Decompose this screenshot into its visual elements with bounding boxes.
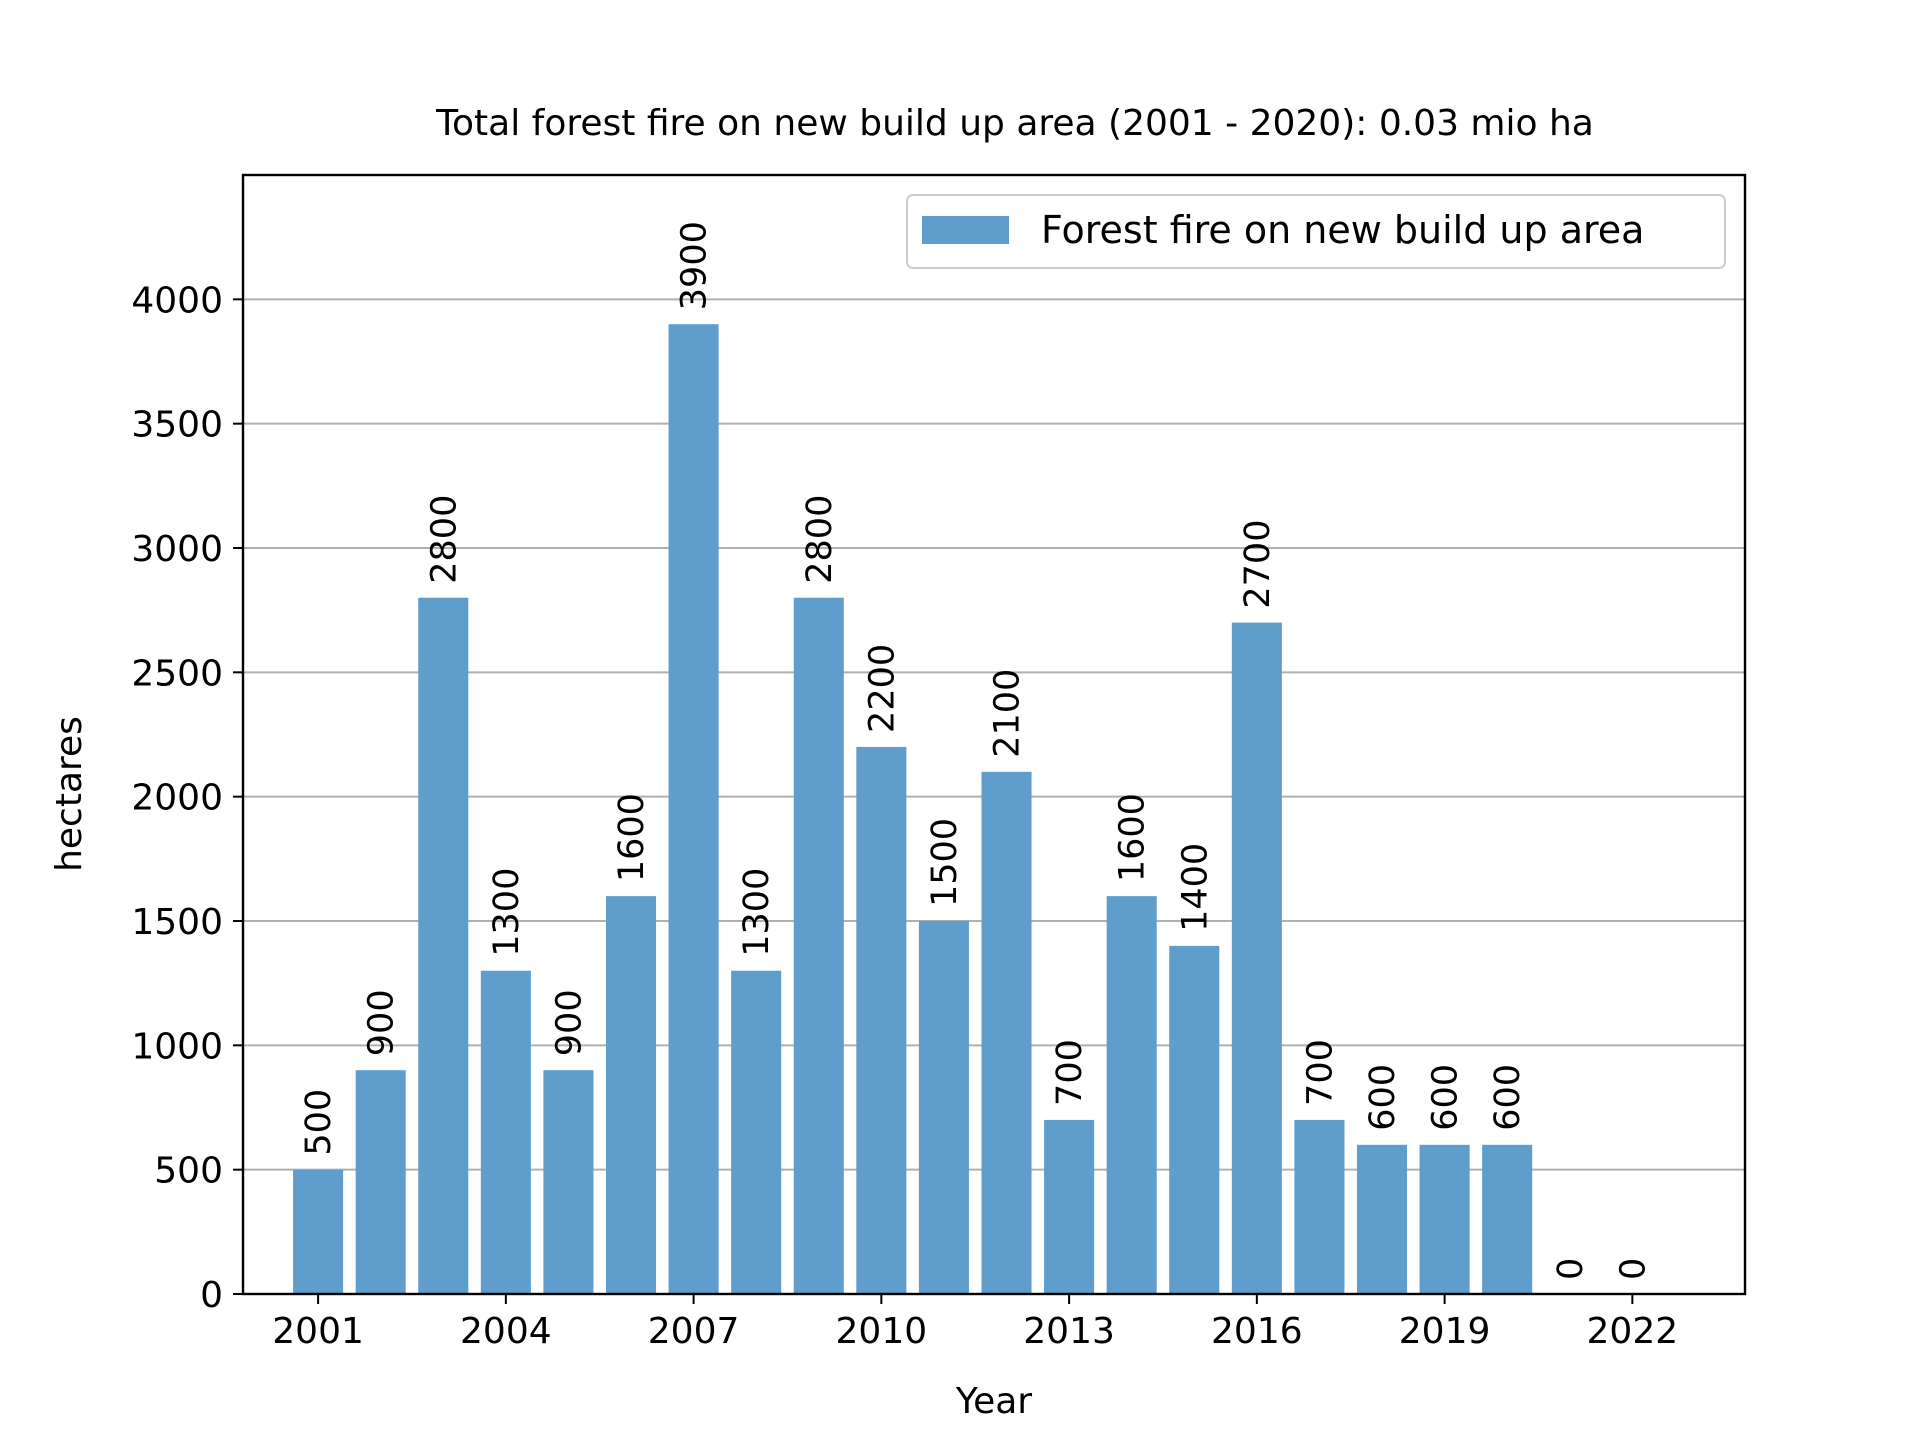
bar-value-label-2012: 2100 <box>988 669 1028 758</box>
x-tick-label-2019: 2019 <box>1399 1311 1491 1352</box>
x-tick-label-2022: 2022 <box>1587 1311 1679 1352</box>
bar-2003 <box>418 597 469 1294</box>
bar-value-label-2001: 500 <box>299 1089 339 1156</box>
y-tick-label-3500: 3500 <box>131 405 223 446</box>
x-tick-label-2007: 2007 <box>648 1311 740 1352</box>
bar-2020 <box>1482 1144 1533 1294</box>
x-tick-label-2004: 2004 <box>460 1311 552 1352</box>
legend: Forest fire on new build up area <box>906 194 1726 269</box>
x-axis-ticks: 2001 2004 2007 2010 2013 2016 2019 2022 <box>272 1294 1678 1352</box>
bar-value-label-2006: 1600 <box>612 793 652 882</box>
y-tick-label-1500: 1500 <box>131 902 223 943</box>
bar-2004 <box>480 970 531 1294</box>
bar-value-label-2010: 2200 <box>862 644 902 733</box>
bar-value-labels: 500 900 2800 1300 900 1600 3900 1300 2800 2200 150… <box>299 221 1653 1280</box>
bar-2007 <box>668 324 719 1294</box>
bar-2001 <box>293 1169 344 1294</box>
bar-2018 <box>1356 1144 1408 1294</box>
y-tick-label-500: 500 <box>154 1151 223 1192</box>
bar-2010 <box>856 746 907 1294</box>
y-tick-label-2500: 2500 <box>131 653 223 694</box>
x-tick-label-2016: 2016 <box>1211 1311 1303 1352</box>
bar-2012 <box>981 771 1032 1294</box>
x-axis-label: Year <box>955 1381 1032 1422</box>
bar-value-label-2008: 1300 <box>737 868 777 957</box>
bar-value-label-2017: 700 <box>1300 1039 1340 1106</box>
bar-value-label-2014: 1600 <box>1113 793 1153 882</box>
bar-value-label-2019: 600 <box>1426 1064 1466 1131</box>
bar-2009 <box>793 597 844 1294</box>
bar-value-label-2022: 0 <box>1613 1258 1653 1280</box>
bar-2015 <box>1169 945 1220 1294</box>
chart-title: Total forest fire on new build up area (… <box>435 103 1594 144</box>
x-tick-label-2001: 2001 <box>272 1311 364 1352</box>
bar-2019 <box>1419 1144 1470 1294</box>
bar-value-label-2005: 900 <box>549 989 589 1056</box>
y-axis-ticks: 0 500 1000 1500 2000 2500 3000 3500 4000 <box>131 280 243 1316</box>
bar-value-label-2003: 2800 <box>424 495 464 584</box>
bar-value-label-2018: 600 <box>1363 1064 1403 1131</box>
bar-2006 <box>605 896 657 1294</box>
plot-area-frame <box>241 173 1747 1296</box>
y-tick-label-0: 0 <box>200 1275 223 1316</box>
bar-value-label-2011: 1500 <box>925 818 965 907</box>
bar-value-label-2015: 1400 <box>1175 843 1215 932</box>
y-tick-label-3000: 3000 <box>131 529 223 570</box>
bar-2017 <box>1294 1119 1345 1294</box>
y-tick-label-1000: 1000 <box>131 1026 223 1067</box>
legend-swatch <box>922 216 1009 244</box>
bar-value-label-2021: 0 <box>1551 1258 1591 1280</box>
x-tick-label-2010: 2010 <box>836 1311 928 1352</box>
bar-value-label-2009: 2800 <box>800 495 840 584</box>
y-axis-label: hectares <box>49 716 90 872</box>
bar-value-label-2020: 600 <box>1488 1064 1528 1131</box>
bar-value-label-2007: 3900 <box>675 221 715 310</box>
bar-2002 <box>355 1070 406 1294</box>
y-tick-label-2000: 2000 <box>131 778 223 819</box>
bar-2014 <box>1106 896 1157 1294</box>
bar-value-label-2016: 2700 <box>1238 520 1278 609</box>
bar-2016 <box>1231 622 1282 1294</box>
bar-value-label-2002: 900 <box>362 989 402 1056</box>
bar-2013 <box>1044 1119 1095 1294</box>
legend-entry-label: Forest fire on new build up area <box>1041 208 1644 252</box>
bar-2005 <box>543 1070 594 1294</box>
x-tick-label-2013: 2013 <box>1023 1311 1115 1352</box>
bars <box>293 324 1533 1294</box>
bar-value-label-2004: 1300 <box>487 868 527 957</box>
bar-2008 <box>731 970 782 1294</box>
bar-value-label-2013: 700 <box>1050 1039 1090 1106</box>
bar-2011 <box>918 921 969 1294</box>
y-tick-label-4000: 4000 <box>131 280 223 321</box>
legend-box <box>906 194 1726 269</box>
